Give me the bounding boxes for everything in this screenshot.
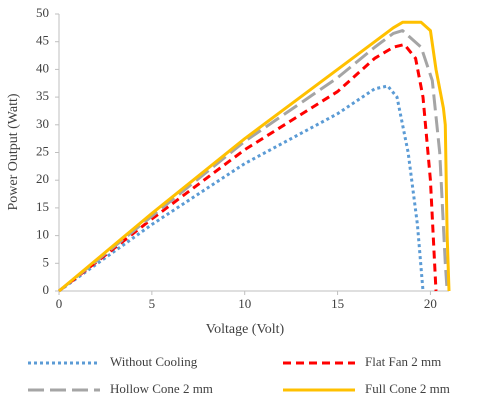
x-tick-label: 5 xyxy=(149,296,156,311)
y-tick-label: 45 xyxy=(36,33,49,48)
y-tick-label: 35 xyxy=(36,88,49,103)
series-line xyxy=(58,84,425,293)
legend-label: Flat Fan 2 mm xyxy=(365,354,441,369)
y-tick-label: 25 xyxy=(36,143,49,158)
x-axis-title: Voltage (Volt) xyxy=(206,322,285,337)
y-tick-label: 50 xyxy=(36,5,49,20)
y-tick-label: 20 xyxy=(36,171,49,186)
x-tick-label: 20 xyxy=(424,296,437,311)
series-line xyxy=(58,42,438,293)
legend-label: Without Cooling xyxy=(110,354,198,369)
series-line xyxy=(58,29,449,293)
y-tick-label: 10 xyxy=(36,227,49,242)
x-tick-label: 0 xyxy=(56,296,63,311)
x-tick-label: 15 xyxy=(331,296,344,311)
y-tick-label: 40 xyxy=(36,60,49,75)
y-tick-label: 5 xyxy=(43,254,50,269)
legend-label: Hollow Cone 2 mm xyxy=(110,381,213,396)
y-tick-label: 0 xyxy=(43,282,50,297)
y-axis-title: Power Output (Watt) xyxy=(6,93,21,210)
y-tick-label: 15 xyxy=(36,199,49,214)
series-line xyxy=(58,20,451,293)
legend-label: Full Cone 2 mm xyxy=(365,381,450,396)
y-tick-label: 30 xyxy=(36,116,49,131)
x-tick-label: 10 xyxy=(238,296,251,311)
